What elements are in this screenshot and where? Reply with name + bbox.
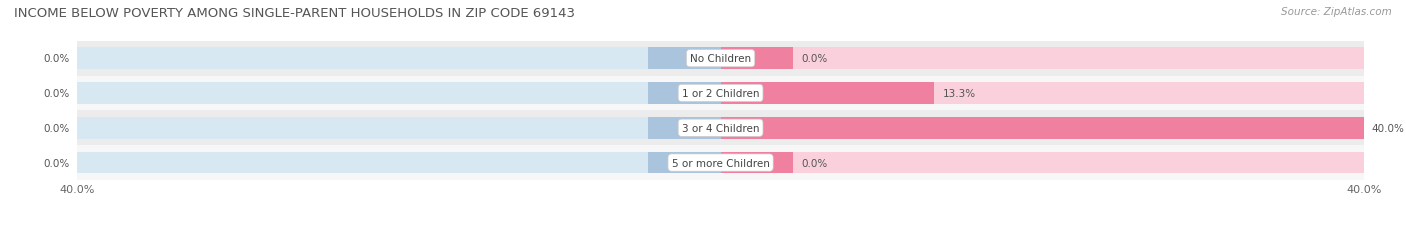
Bar	[721, 48, 1364, 70]
Bar	[77, 76, 1364, 111]
Text: 13.3%: 13.3%	[942, 88, 976, 99]
Text: 1 or 2 Children: 1 or 2 Children	[682, 88, 759, 99]
Text: 0.0%: 0.0%	[44, 54, 69, 64]
Bar	[648, 83, 721, 104]
Text: 0.0%: 0.0%	[801, 54, 827, 64]
Text: INCOME BELOW POVERTY AMONG SINGLE-PARENT HOUSEHOLDS IN ZIP CODE 69143: INCOME BELOW POVERTY AMONG SINGLE-PARENT…	[14, 7, 575, 20]
Bar	[77, 146, 1364, 180]
Bar	[721, 83, 935, 104]
Bar	[721, 118, 1364, 139]
Bar	[721, 152, 1364, 174]
Bar	[77, 152, 721, 174]
Text: 3 or 4 Children: 3 or 4 Children	[682, 123, 759, 133]
Bar	[77, 83, 721, 104]
Bar	[721, 152, 793, 174]
Bar	[77, 48, 721, 70]
Text: 0.0%: 0.0%	[44, 123, 69, 133]
Bar	[648, 118, 721, 139]
Bar	[648, 152, 721, 174]
Text: 0.0%: 0.0%	[801, 158, 827, 168]
Bar	[648, 48, 721, 70]
Bar	[721, 48, 793, 70]
Bar	[721, 118, 1364, 139]
Bar	[721, 83, 1364, 104]
Text: 40.0%: 40.0%	[1372, 123, 1405, 133]
Bar	[77, 42, 1364, 76]
Text: No Children: No Children	[690, 54, 751, 64]
Bar	[77, 111, 1364, 146]
Text: Source: ZipAtlas.com: Source: ZipAtlas.com	[1281, 7, 1392, 17]
Text: 0.0%: 0.0%	[44, 88, 69, 99]
Text: 0.0%: 0.0%	[44, 158, 69, 168]
Bar	[77, 118, 721, 139]
Text: 5 or more Children: 5 or more Children	[672, 158, 769, 168]
